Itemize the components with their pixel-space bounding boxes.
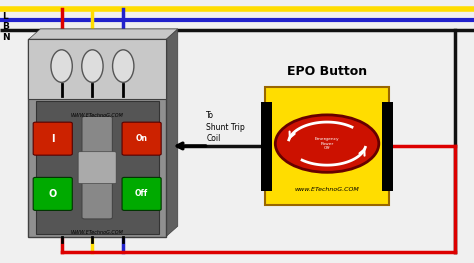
Polygon shape (28, 29, 178, 39)
Text: I: I (51, 134, 55, 144)
FancyBboxPatch shape (122, 177, 161, 210)
Circle shape (275, 115, 379, 172)
Bar (28, 39, 166, 99)
Text: L: L (2, 12, 8, 21)
Text: EPO Button: EPO Button (287, 64, 367, 78)
FancyBboxPatch shape (122, 122, 161, 155)
Text: O: O (49, 189, 57, 199)
Text: Emergency
Power
Off: Emergency Power Off (315, 137, 339, 150)
Ellipse shape (82, 50, 103, 82)
Text: www.ETechnoG.COM: www.ETechnoG.COM (295, 187, 359, 192)
Text: N: N (2, 33, 10, 42)
Ellipse shape (113, 50, 134, 82)
FancyBboxPatch shape (82, 116, 112, 219)
Text: Off: Off (135, 189, 148, 198)
Text: On: On (136, 134, 147, 143)
Bar (261, 102, 272, 191)
Ellipse shape (51, 50, 72, 82)
Bar (36, 101, 159, 234)
Text: WWW.ETechnoG.COM: WWW.ETechnoG.COM (71, 230, 124, 235)
Bar (28, 39, 166, 237)
FancyBboxPatch shape (33, 177, 72, 210)
FancyBboxPatch shape (78, 152, 116, 184)
Text: WWW.ETechnoG.COM: WWW.ETechnoG.COM (71, 113, 124, 118)
Text: B: B (2, 22, 9, 31)
Bar (383, 102, 393, 191)
Polygon shape (166, 29, 178, 237)
Text: To
Shunt Trip
Coil: To Shunt Trip Coil (206, 111, 245, 143)
FancyBboxPatch shape (33, 122, 72, 155)
Bar (265, 87, 389, 205)
